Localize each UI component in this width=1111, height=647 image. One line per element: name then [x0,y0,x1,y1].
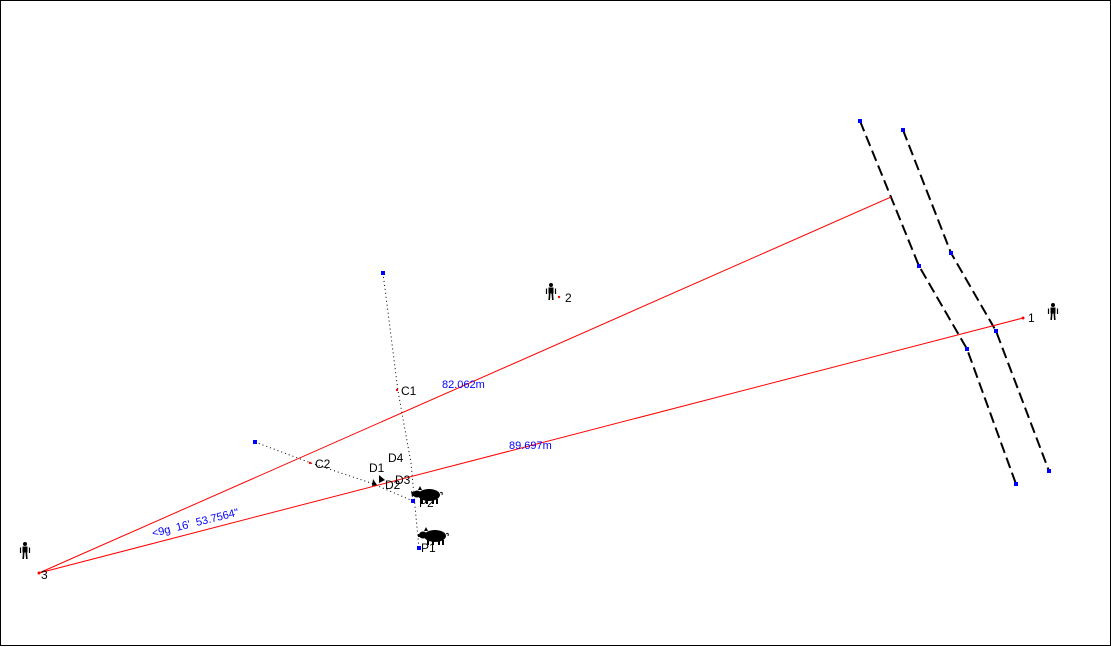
handle[interactable] [253,440,257,444]
measure-line-lower [38,317,1024,574]
handle[interactable] [994,329,998,333]
handle[interactable] [411,499,415,503]
handle[interactable] [949,251,953,255]
point-label-d4: D4 [388,451,404,465]
person-icon[interactable] [545,282,557,301]
point-marker [395,388,399,392]
handles [253,119,1051,550]
point-label-c1: C1 [401,384,417,398]
observer-label-2: 2 [565,291,572,305]
point-marker [557,295,561,299]
observer-label-3: 3 [41,568,48,582]
point-label-c2: C2 [315,457,331,471]
arrow-marker [372,479,377,486]
handle[interactable] [858,119,862,123]
arrow-marker [379,475,385,483]
distance-label-lower: 89.697m [509,440,552,452]
handle[interactable] [1014,482,1018,486]
road-edge-left [859,120,1017,485]
handle[interactable] [965,347,969,351]
handle[interactable] [917,264,921,268]
point-marker [1021,316,1025,320]
handle[interactable] [901,128,905,132]
person-icon[interactable] [19,541,31,560]
person-icon[interactable] [1047,302,1059,321]
distance-label-upper: 82.062m [442,379,485,391]
measure-line-upper [38,196,892,574]
dotted-line-c1 [382,272,420,550]
point-marker [37,571,41,575]
point-label-p1: P1 [421,541,436,555]
point-label-d3: D3 [395,473,411,487]
point-label-p2: P2 [419,496,434,510]
point-marker [308,461,312,465]
handle[interactable] [417,546,421,550]
handle[interactable] [381,271,385,275]
road-edge-right [902,129,1050,472]
arrow-marker [411,491,417,497]
angle-label: <9g 16' 53.7564" [151,507,240,540]
handle[interactable] [1047,469,1051,473]
observer-label-1: 1 [1028,311,1035,325]
point-label-d1: D1 [369,461,385,475]
point-label-d2: D2 [385,478,401,492]
